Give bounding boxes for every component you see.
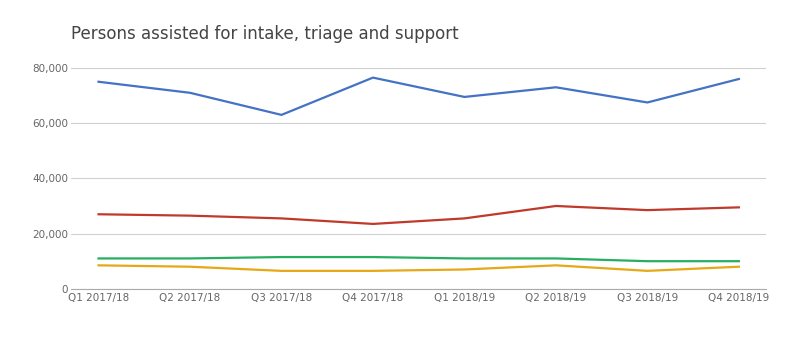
Phone - Tier 1 xyxy=(94,79,103,84)
Phone - Tier 2 xyxy=(551,204,561,208)
Phone - Lawyer Service Centre xyxy=(94,256,103,261)
Phone - Tier 1 xyxy=(368,75,378,80)
Phone - Tier 1 xyxy=(551,85,561,90)
Phone - Lawyer Service Centre xyxy=(276,255,286,259)
Line: Phone - Tier 1: Phone - Tier 1 xyxy=(99,78,739,115)
Phone - Tier 2 xyxy=(460,216,469,221)
Phone - In-custody clients xyxy=(460,267,469,271)
Phone - Tier 2 xyxy=(276,216,286,221)
Text: Persons assisted for intake, triage and support: Persons assisted for intake, triage and … xyxy=(71,25,459,43)
Phone - In-custody clients xyxy=(276,269,286,273)
Phone - Lawyer Service Centre xyxy=(368,255,378,259)
Phone - Lawyer Service Centre xyxy=(460,256,469,261)
Phone - Tier 2 xyxy=(94,212,103,217)
Phone - Tier 2 xyxy=(186,213,195,218)
Phone - Lawyer Service Centre xyxy=(642,259,652,264)
Line: Phone - In-custody clients: Phone - In-custody clients xyxy=(99,265,739,271)
Phone - Tier 1 xyxy=(734,77,743,81)
Phone - Lawyer Service Centre xyxy=(734,259,743,264)
Line: Phone - Lawyer Service Centre: Phone - Lawyer Service Centre xyxy=(99,257,739,261)
Phone - In-custody clients xyxy=(642,269,652,273)
Phone - In-custody clients xyxy=(368,269,378,273)
Phone - In-custody clients xyxy=(551,263,561,268)
Phone - In-custody clients xyxy=(186,265,195,269)
Phone - Tier 1 xyxy=(276,113,286,117)
Phone - Lawyer Service Centre xyxy=(551,256,561,261)
Phone - In-custody clients xyxy=(734,265,743,269)
Phone - Tier 1 xyxy=(186,91,195,95)
Phone - Tier 2 xyxy=(368,222,378,226)
Line: Phone - Tier 2: Phone - Tier 2 xyxy=(99,206,739,224)
Phone - Lawyer Service Centre xyxy=(186,256,195,261)
Phone - Tier 2 xyxy=(642,208,652,212)
Phone - Tier 2 xyxy=(734,205,743,209)
Phone - Tier 1 xyxy=(642,100,652,105)
Phone - Tier 1 xyxy=(460,95,469,99)
Phone - In-custody clients xyxy=(94,263,103,268)
